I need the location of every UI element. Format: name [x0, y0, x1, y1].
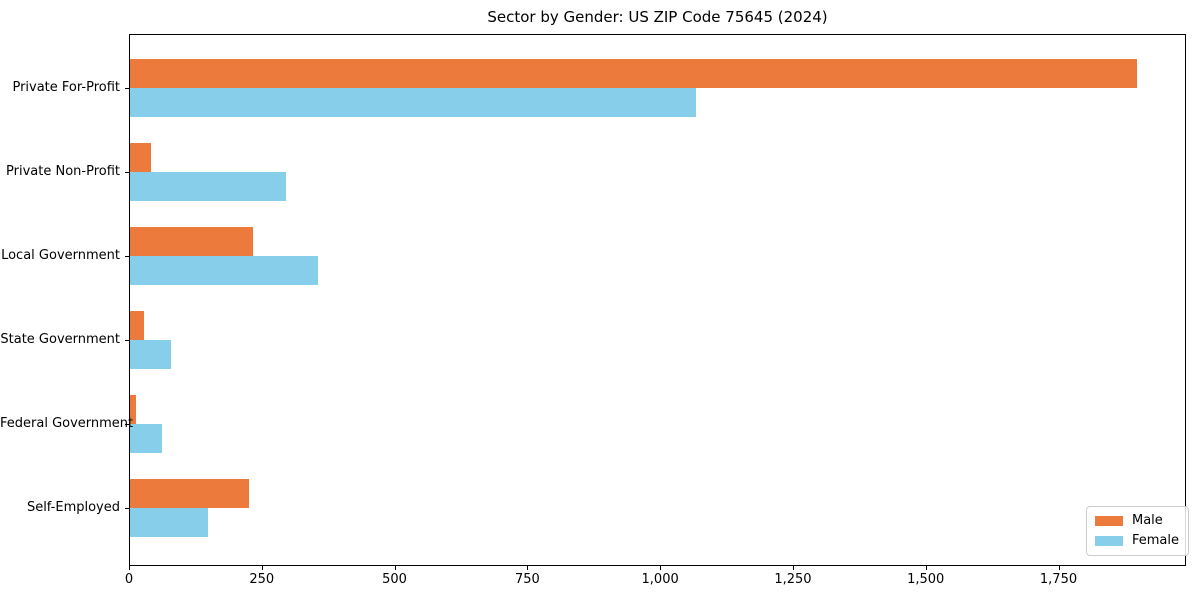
bar-male-federal-government — [130, 395, 136, 424]
x-tick-1750 — [1058, 566, 1060, 570]
y-tick-state-government — [125, 340, 129, 341]
legend-swatch-male-icon — [1095, 516, 1123, 526]
x-tick-label-0: 0 — [124, 572, 134, 587]
y-tick-label-private-non-profit: Private Non-Profit — [6, 164, 120, 179]
legend-label-female: Female — [1132, 533, 1180, 548]
y-tick-label-private-for-profit: Private For-Profit — [12, 80, 120, 95]
y-tick-local-government — [125, 256, 129, 257]
bar-male-local-government — [130, 227, 253, 256]
bar-female-private-non-profit — [130, 172, 286, 201]
x-tick-1500 — [925, 566, 927, 570]
bar-male-self-employed — [130, 479, 249, 508]
bar-male-private-for-profit — [130, 59, 1137, 88]
legend-entry-female: Female — [1095, 533, 1179, 549]
bar-female-state-government — [130, 340, 171, 369]
y-tick-self-employed — [125, 508, 129, 509]
chart-title: Sector by Gender: US ZIP Code 75645 (202… — [487, 8, 828, 26]
bar-female-federal-government — [130, 424, 162, 453]
bar-male-private-non-profit — [130, 143, 151, 172]
y-tick-private-for-profit — [125, 88, 129, 89]
x-tick-0 — [129, 566, 130, 570]
x-tick-750 — [527, 566, 529, 570]
x-tick-500 — [394, 566, 396, 570]
y-tick-label-local-government: Local Government — [1, 248, 120, 263]
y-tick-private-non-profit — [125, 172, 129, 173]
x-tick-label-1750: 1,750 — [1039, 572, 1078, 587]
y-tick-federal-government — [125, 424, 129, 425]
legend-entry-male: Male — [1095, 513, 1179, 529]
plot-area — [129, 34, 1186, 566]
x-tick-label-1500: 1,500 — [907, 572, 945, 587]
x-tick-label-750: 750 — [514, 572, 540, 587]
legend-label-male: Male — [1132, 513, 1163, 528]
legend: Male Female — [1086, 506, 1190, 556]
y-tick-label-federal-government: Federal Government — [0, 416, 134, 431]
bar-female-local-government — [130, 256, 318, 285]
x-tick-label-250: 250 — [249, 572, 275, 587]
x-tick-1000 — [660, 566, 662, 570]
bar-male-state-government — [130, 311, 144, 340]
x-tick-label-1250: 1,250 — [774, 572, 812, 587]
x-tick-250 — [261, 566, 263, 570]
x-tick-label-1000: 1,000 — [641, 572, 679, 587]
y-tick-label-state-government: State Government — [0, 332, 120, 347]
x-tick-label-500: 500 — [382, 572, 407, 587]
x-tick-1250 — [792, 566, 794, 570]
legend-swatch-female-icon — [1095, 536, 1123, 546]
y-tick-label-self-employed: Self-Employed — [26, 500, 120, 515]
bar-female-private-for-profit — [130, 88, 696, 117]
bar-female-self-employed — [130, 508, 208, 537]
